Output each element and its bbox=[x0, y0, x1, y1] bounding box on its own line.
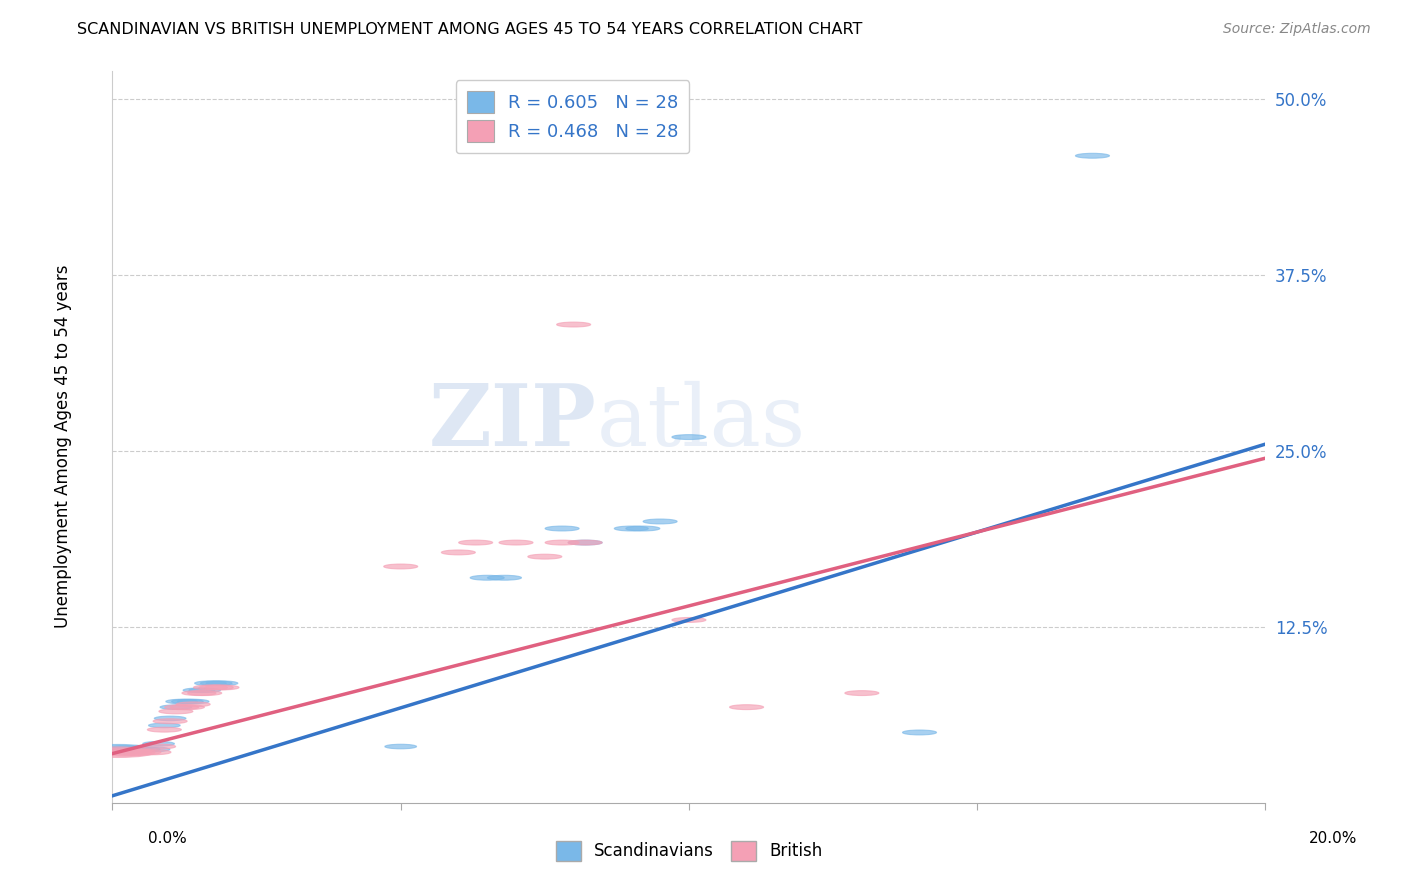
Text: 0.0%: 0.0% bbox=[148, 831, 187, 846]
Ellipse shape bbox=[84, 745, 152, 755]
Ellipse shape bbox=[205, 685, 239, 690]
Text: 20.0%: 20.0% bbox=[1309, 831, 1357, 846]
Ellipse shape bbox=[135, 749, 172, 755]
Ellipse shape bbox=[148, 727, 181, 732]
Ellipse shape bbox=[176, 702, 211, 706]
Ellipse shape bbox=[172, 699, 204, 704]
Ellipse shape bbox=[122, 749, 160, 755]
Ellipse shape bbox=[149, 723, 180, 728]
Ellipse shape bbox=[136, 747, 170, 752]
Ellipse shape bbox=[200, 685, 233, 690]
Ellipse shape bbox=[458, 541, 492, 545]
Ellipse shape bbox=[546, 526, 579, 531]
Text: SCANDINAVIAN VS BRITISH UNEMPLOYMENT AMONG AGES 45 TO 54 YEARS CORRELATION CHART: SCANDINAVIAN VS BRITISH UNEMPLOYMENT AMO… bbox=[77, 22, 863, 37]
Ellipse shape bbox=[122, 747, 160, 752]
Ellipse shape bbox=[170, 705, 204, 710]
Ellipse shape bbox=[626, 526, 659, 531]
Ellipse shape bbox=[159, 709, 193, 714]
Ellipse shape bbox=[153, 719, 187, 723]
Text: atlas: atlas bbox=[596, 381, 806, 464]
Ellipse shape bbox=[1076, 153, 1109, 158]
Ellipse shape bbox=[165, 705, 198, 710]
Legend: Scandinavians, British: Scandinavians, British bbox=[550, 834, 828, 868]
Text: ZIP: ZIP bbox=[429, 381, 596, 465]
Ellipse shape bbox=[499, 541, 533, 545]
Ellipse shape bbox=[201, 681, 232, 686]
Ellipse shape bbox=[903, 730, 936, 735]
Ellipse shape bbox=[672, 434, 706, 440]
Ellipse shape bbox=[155, 716, 186, 721]
Ellipse shape bbox=[160, 705, 191, 709]
Text: Unemployment Among Ages 45 to 54 years: Unemployment Among Ages 45 to 54 years bbox=[55, 264, 72, 628]
Ellipse shape bbox=[470, 575, 505, 580]
Ellipse shape bbox=[187, 690, 222, 696]
Ellipse shape bbox=[730, 705, 763, 710]
Ellipse shape bbox=[384, 564, 418, 569]
Ellipse shape bbox=[194, 685, 228, 690]
Ellipse shape bbox=[177, 699, 209, 704]
Ellipse shape bbox=[181, 690, 217, 696]
Ellipse shape bbox=[385, 744, 416, 748]
Ellipse shape bbox=[527, 554, 562, 559]
Ellipse shape bbox=[614, 526, 648, 531]
Ellipse shape bbox=[488, 575, 522, 580]
Ellipse shape bbox=[142, 744, 176, 749]
Ellipse shape bbox=[568, 541, 602, 545]
Ellipse shape bbox=[568, 541, 602, 545]
Ellipse shape bbox=[110, 747, 149, 752]
Ellipse shape bbox=[166, 699, 197, 704]
Ellipse shape bbox=[188, 688, 221, 692]
Ellipse shape bbox=[441, 550, 475, 555]
Ellipse shape bbox=[672, 617, 706, 623]
Ellipse shape bbox=[98, 746, 150, 753]
Ellipse shape bbox=[82, 747, 155, 757]
Ellipse shape bbox=[194, 681, 226, 686]
Ellipse shape bbox=[183, 688, 215, 692]
Ellipse shape bbox=[845, 690, 879, 696]
Ellipse shape bbox=[557, 322, 591, 327]
Ellipse shape bbox=[546, 541, 579, 545]
Ellipse shape bbox=[108, 749, 152, 756]
Ellipse shape bbox=[643, 519, 678, 524]
Ellipse shape bbox=[143, 741, 174, 746]
Text: Source: ZipAtlas.com: Source: ZipAtlas.com bbox=[1223, 22, 1371, 37]
Ellipse shape bbox=[96, 748, 152, 756]
Ellipse shape bbox=[207, 681, 238, 686]
